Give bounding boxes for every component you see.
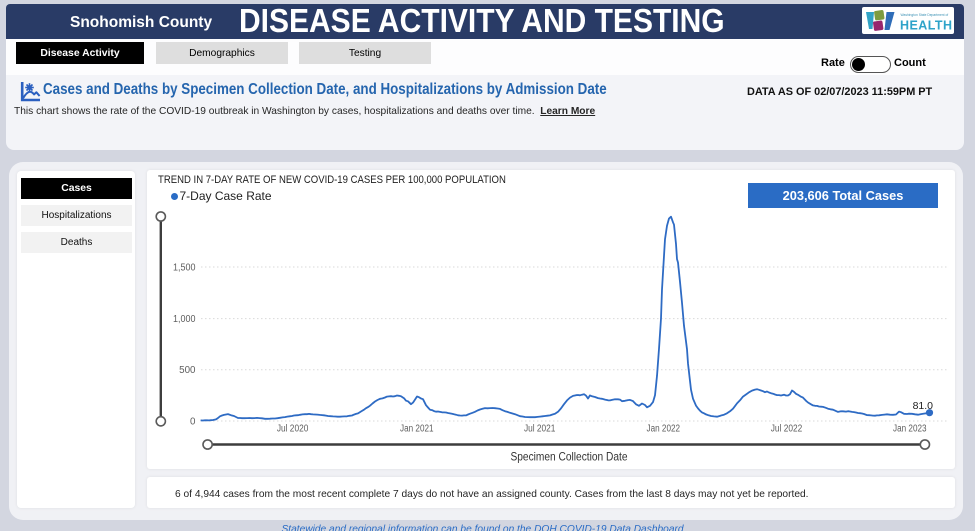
svg-text:Washington State Department of: Washington State Department of — [901, 13, 949, 17]
svg-text:500: 500 — [179, 365, 196, 376]
svg-text:0: 0 — [190, 416, 196, 427]
svg-text:Jan 2022: Jan 2022 — [647, 424, 681, 435]
svg-text:Specimen Collection Date: Specimen Collection Date — [511, 450, 628, 464]
svg-text:Jan 2023: Jan 2023 — [893, 424, 927, 435]
svg-text:81.0: 81.0 — [913, 400, 934, 412]
svg-text:Jan 2021: Jan 2021 — [400, 424, 434, 435]
svg-text:Jul 2020: Jul 2020 — [277, 424, 309, 435]
svg-text:HEALTH: HEALTH — [900, 19, 952, 33]
svg-text:Jul 2021: Jul 2021 — [524, 424, 556, 435]
svg-text:1,500: 1,500 — [173, 262, 196, 273]
svg-text:Jul 2022: Jul 2022 — [771, 424, 803, 435]
svg-text:1,000: 1,000 — [173, 314, 196, 325]
